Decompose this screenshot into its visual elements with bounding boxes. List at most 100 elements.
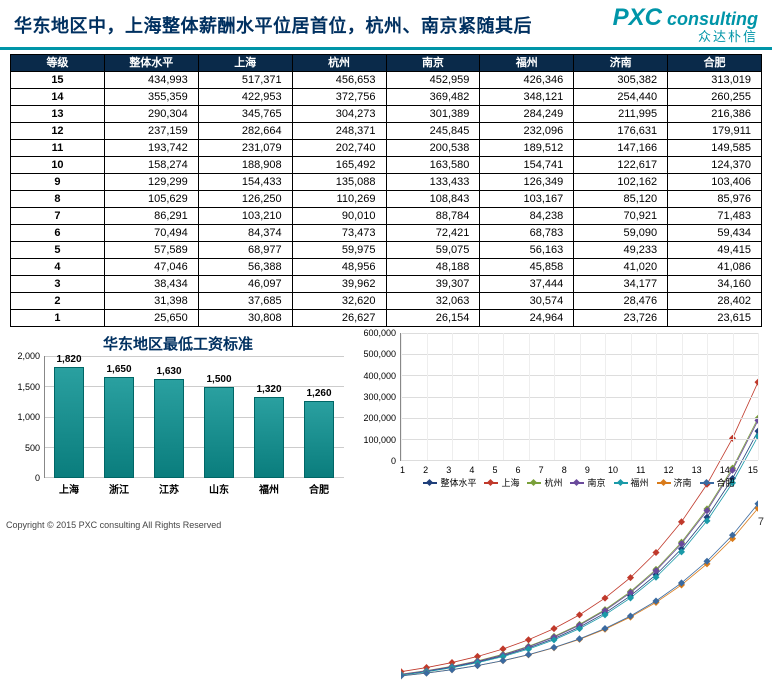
bar-column: 1,630 bbox=[151, 366, 187, 478]
value-cell: 369,482 bbox=[386, 89, 480, 106]
bar-y-tick: 1,000 bbox=[8, 412, 40, 422]
value-cell: 154,741 bbox=[480, 157, 574, 174]
legend-label: 杭州 bbox=[544, 476, 562, 489]
brand-cn: 众达朴信 bbox=[613, 30, 758, 43]
bar-rect bbox=[304, 401, 334, 478]
value-cell: 28,476 bbox=[574, 293, 668, 310]
value-cell: 216,386 bbox=[668, 106, 762, 123]
table-row: 125,65030,80826,62726,15424,96423,72623,… bbox=[11, 310, 762, 327]
level-cell: 5 bbox=[11, 242, 105, 259]
value-cell: 200,538 bbox=[386, 140, 480, 157]
value-cell: 165,492 bbox=[292, 157, 386, 174]
value-cell: 85,976 bbox=[668, 191, 762, 208]
value-cell: 59,090 bbox=[574, 225, 668, 242]
legend-item: 南京 bbox=[570, 476, 605, 489]
line-y-tick: 600,000 bbox=[354, 328, 396, 338]
value-cell: 71,483 bbox=[668, 208, 762, 225]
brand-block: PXC consulting 众达朴信 bbox=[613, 6, 758, 43]
value-cell: 59,975 bbox=[292, 242, 386, 259]
level-cell: 7 bbox=[11, 208, 105, 225]
salary-line-chart: 123456789101112131415 整体水平上海杭州南京福州济南合肥 0… bbox=[354, 331, 764, 489]
value-cell: 23,615 bbox=[668, 310, 762, 327]
table-row: 13290,304345,765304,273301,389284,249211… bbox=[11, 106, 762, 123]
value-cell: 158,274 bbox=[104, 157, 198, 174]
value-cell: 434,993 bbox=[104, 72, 198, 89]
value-cell: 245,845 bbox=[386, 123, 480, 140]
legend-label: 福州 bbox=[631, 476, 649, 489]
line-x-tick: 12 bbox=[664, 465, 674, 475]
value-cell: 103,210 bbox=[198, 208, 292, 225]
bar-chart-title: 华东地区最低工资标准 bbox=[8, 333, 348, 354]
table-row: 8105,629126,250110,269108,843103,16785,1… bbox=[11, 191, 762, 208]
bar-rect bbox=[104, 377, 134, 478]
value-cell: 154,433 bbox=[198, 174, 292, 191]
value-cell: 48,188 bbox=[386, 259, 480, 276]
bar-value-label: 1,500 bbox=[206, 374, 231, 385]
legend-label: 整体水平 bbox=[440, 476, 476, 489]
value-cell: 59,434 bbox=[668, 225, 762, 242]
line-x-tick: 9 bbox=[585, 465, 590, 475]
line-y-tick: 400,000 bbox=[354, 371, 396, 381]
bar-column: 1,260 bbox=[301, 388, 337, 478]
legend-item: 济南 bbox=[657, 476, 692, 489]
salary-table: 等级整体水平上海杭州南京福州济南合肥 15434,993517,371456,6… bbox=[10, 54, 762, 327]
line-x-tick: 4 bbox=[469, 465, 474, 475]
value-cell: 85,120 bbox=[574, 191, 668, 208]
value-cell: 231,079 bbox=[198, 140, 292, 157]
table-row: 786,291103,21090,01088,78484,23870,92171… bbox=[11, 208, 762, 225]
table-header: 杭州 bbox=[292, 55, 386, 72]
line-y-tick: 0 bbox=[354, 456, 396, 466]
page-title: 华东地区中，上海整体薪酬水平位居首位，杭州、南京紧随其后 bbox=[14, 12, 532, 38]
value-cell: 46,097 bbox=[198, 276, 292, 293]
value-cell: 90,010 bbox=[292, 208, 386, 225]
value-cell: 56,163 bbox=[480, 242, 574, 259]
table-header: 整体水平 bbox=[104, 55, 198, 72]
value-cell: 41,020 bbox=[574, 259, 668, 276]
value-cell: 211,995 bbox=[574, 106, 668, 123]
level-cell: 3 bbox=[11, 276, 105, 293]
copyright: Copyright © 2015 PXC consulting All Righ… bbox=[6, 520, 221, 530]
level-cell: 4 bbox=[11, 259, 105, 276]
value-cell: 452,959 bbox=[386, 72, 480, 89]
bar-x-label: 合肥 bbox=[309, 481, 329, 496]
min-wage-bar-chart: 1,8201,6501,6301,5001,3201,260 上海浙江江苏山东福… bbox=[8, 356, 348, 496]
value-cell: 88,784 bbox=[386, 208, 480, 225]
charts-row: 华东地区最低工资标准 1,8201,6501,6301,5001,3201,26… bbox=[0, 327, 772, 496]
value-cell: 149,585 bbox=[668, 140, 762, 157]
level-cell: 8 bbox=[11, 191, 105, 208]
table-row: 670,49484,37473,47372,42168,78359,09059,… bbox=[11, 225, 762, 242]
bar-y-tick: 500 bbox=[8, 443, 40, 453]
value-cell: 372,756 bbox=[292, 89, 386, 106]
level-cell: 10 bbox=[11, 157, 105, 174]
value-cell: 248,371 bbox=[292, 123, 386, 140]
bar-x-label: 上海 bbox=[59, 481, 79, 496]
value-cell: 31,398 bbox=[104, 293, 198, 310]
value-cell: 26,627 bbox=[292, 310, 386, 327]
table-header: 合肥 bbox=[668, 55, 762, 72]
value-cell: 110,269 bbox=[292, 191, 386, 208]
table-header: 等级 bbox=[11, 55, 105, 72]
table-header: 济南 bbox=[574, 55, 668, 72]
bar-value-label: 1,820 bbox=[56, 354, 81, 365]
line-x-tick: 8 bbox=[562, 465, 567, 475]
value-cell: 188,908 bbox=[198, 157, 292, 174]
value-cell: 105,629 bbox=[104, 191, 198, 208]
value-cell: 129,299 bbox=[104, 174, 198, 191]
value-cell: 72,421 bbox=[386, 225, 480, 242]
value-cell: 133,433 bbox=[386, 174, 480, 191]
value-cell: 345,765 bbox=[198, 106, 292, 123]
value-cell: 517,371 bbox=[198, 72, 292, 89]
bar-value-label: 1,320 bbox=[256, 384, 281, 395]
legend-label: 南京 bbox=[587, 476, 605, 489]
value-cell: 254,440 bbox=[574, 89, 668, 106]
bar-y-tick: 1,500 bbox=[8, 382, 40, 392]
table-row: 9129,299154,433135,088133,433126,349102,… bbox=[11, 174, 762, 191]
value-cell: 176,631 bbox=[574, 123, 668, 140]
value-cell: 49,233 bbox=[574, 242, 668, 259]
value-cell: 84,238 bbox=[480, 208, 574, 225]
line-chart-panel: 123456789101112131415 整体水平上海杭州南京福州济南合肥 0… bbox=[354, 331, 764, 496]
value-cell: 24,964 bbox=[480, 310, 574, 327]
line-x-tick: 6 bbox=[516, 465, 521, 475]
value-cell: 124,370 bbox=[668, 157, 762, 174]
level-cell: 6 bbox=[11, 225, 105, 242]
